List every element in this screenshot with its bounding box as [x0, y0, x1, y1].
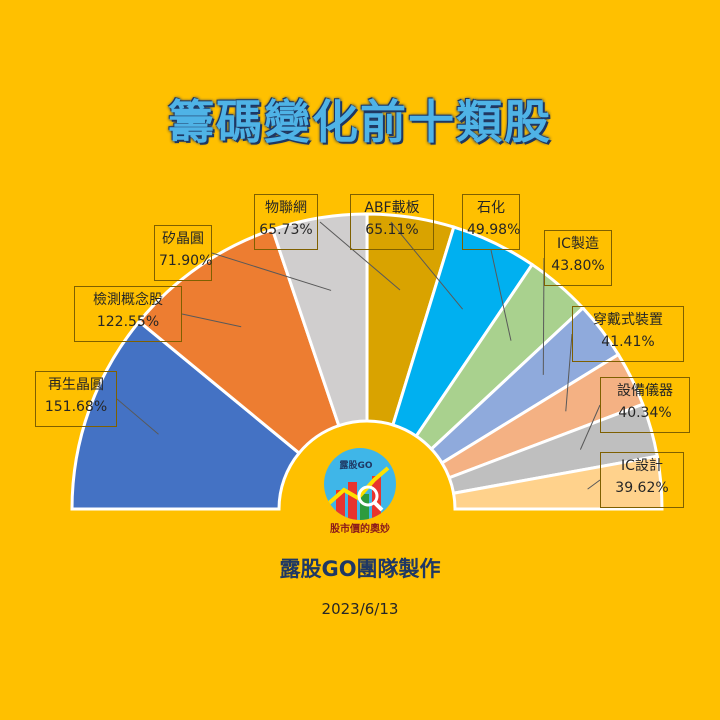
- leader-line-9: [579, 404, 601, 450]
- leader-line-10: [587, 479, 601, 490]
- data-label-value: 65.73%: [259, 222, 313, 238]
- leader-line-8: [565, 333, 573, 412]
- data-label-value: 49.98%: [467, 222, 521, 238]
- data-label-category: IC製造: [557, 236, 599, 252]
- data-label-10: IC設計 39.62%: [600, 452, 684, 508]
- data-label-3: 矽晶圓 71.90%: [154, 225, 212, 281]
- leader-line-2: [181, 313, 242, 328]
- logo: 露股GO 股市價的奧妙: [324, 448, 396, 535]
- leader-line-1: [116, 398, 159, 435]
- data-label-value: 151.68%: [44, 399, 108, 415]
- logo-bottom-text: 股市價的奧妙: [330, 522, 390, 535]
- data-label-4: 物聯網 65.73%: [254, 194, 318, 250]
- data-label-category: 檢測概念股: [93, 292, 163, 308]
- data-label-value: 43.80%: [551, 258, 605, 274]
- logo-top-text: 露股GO: [339, 460, 372, 471]
- leader-line-7: [542, 257, 545, 375]
- data-label-category: 矽晶圓: [162, 231, 204, 247]
- leader-line-4: [319, 221, 401, 291]
- data-label-6: 石化 49.98%: [462, 194, 520, 250]
- date-text: 2023/6/13: [321, 600, 399, 618]
- data-label-2: 檢測概念股 122.55%: [74, 286, 182, 342]
- data-label-7: IC製造 43.80%: [544, 230, 612, 286]
- leader-line-5: [390, 221, 464, 310]
- data-label-value: 39.62%: [615, 480, 669, 496]
- data-label-value: 65.11%: [365, 222, 419, 238]
- slice-1: [70, 319, 302, 511]
- slice-10: [451, 454, 664, 511]
- data-label-category: 再生晶圓: [48, 377, 104, 393]
- slice-2: [137, 227, 341, 456]
- data-label-value: 122.55%: [96, 314, 160, 330]
- data-label-9: 設備儀器 40.34%: [600, 377, 690, 433]
- data-label-value: 71.90%: [159, 253, 213, 269]
- data-label-1: 再生晶圓 151.68%: [35, 371, 117, 427]
- data-label-category: ABF載板: [364, 200, 420, 216]
- data-label-value: 41.41%: [601, 334, 655, 350]
- data-label-category: 石化: [477, 200, 505, 216]
- data-label-category: 物聯網: [265, 200, 307, 216]
- data-label-category: 設備儀器: [617, 383, 673, 399]
- leader-line-6: [490, 249, 512, 341]
- magnifier-icon: [357, 485, 379, 507]
- data-label-category: 穿戴式裝置: [593, 312, 663, 328]
- data-label-5: ABF載板 65.11%: [350, 194, 434, 250]
- data-label-value: 40.34%: [618, 405, 672, 421]
- credit-text: 露股GO團隊製作: [279, 557, 441, 581]
- page-title: 籌碼變化前十類股: [168, 95, 552, 149]
- leader-line-3: [211, 252, 332, 291]
- data-label-8: 穿戴式裝置 41.41%: [572, 306, 684, 362]
- data-label-category: IC設計: [621, 458, 663, 474]
